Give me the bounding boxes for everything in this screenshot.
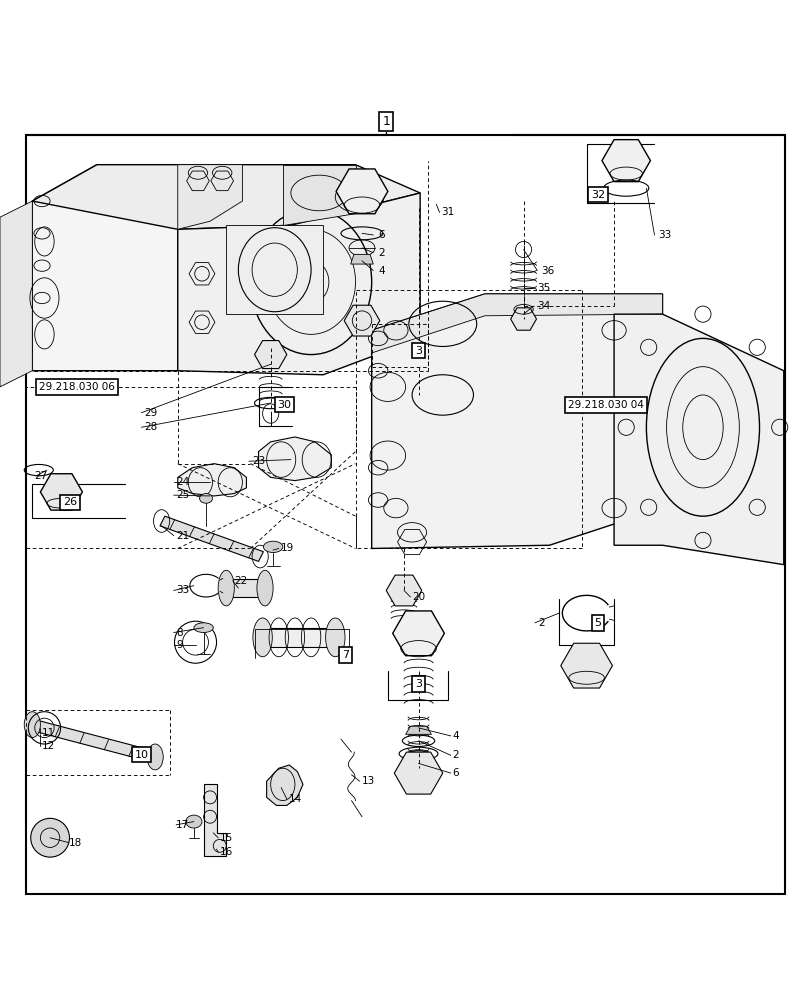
Polygon shape xyxy=(178,165,242,229)
Text: 4: 4 xyxy=(452,731,459,741)
Polygon shape xyxy=(386,575,422,606)
Ellipse shape xyxy=(200,494,213,503)
Text: 33: 33 xyxy=(659,230,671,240)
Polygon shape xyxy=(32,165,420,229)
Polygon shape xyxy=(204,784,226,856)
Polygon shape xyxy=(267,765,303,805)
Polygon shape xyxy=(351,254,373,264)
Polygon shape xyxy=(32,165,178,371)
Text: 16: 16 xyxy=(220,847,233,857)
Text: 7: 7 xyxy=(343,650,349,660)
Text: 12: 12 xyxy=(42,741,55,751)
Ellipse shape xyxy=(147,744,163,770)
Text: 5: 5 xyxy=(595,618,601,628)
Polygon shape xyxy=(259,437,331,481)
Polygon shape xyxy=(602,140,650,182)
Text: 20: 20 xyxy=(412,592,425,602)
Text: 8: 8 xyxy=(176,628,183,638)
Text: 4: 4 xyxy=(378,266,385,276)
Polygon shape xyxy=(40,474,82,510)
Polygon shape xyxy=(344,305,380,336)
Text: 31: 31 xyxy=(441,207,454,217)
Ellipse shape xyxy=(194,623,213,633)
Text: 17: 17 xyxy=(176,820,189,830)
Bar xyxy=(226,579,265,597)
Ellipse shape xyxy=(186,815,202,828)
Polygon shape xyxy=(178,193,420,375)
Polygon shape xyxy=(394,752,443,794)
Text: 32: 32 xyxy=(591,190,605,200)
Polygon shape xyxy=(561,643,612,688)
Text: 6: 6 xyxy=(378,230,385,240)
Text: 9: 9 xyxy=(176,640,183,650)
Text: 6: 6 xyxy=(452,768,459,778)
Text: 33: 33 xyxy=(176,585,189,595)
Text: 30: 30 xyxy=(277,400,292,410)
Text: 10: 10 xyxy=(134,750,149,760)
Polygon shape xyxy=(160,516,263,561)
Polygon shape xyxy=(336,169,388,214)
Polygon shape xyxy=(283,165,356,225)
Polygon shape xyxy=(255,341,287,369)
Text: 24: 24 xyxy=(176,477,189,487)
Ellipse shape xyxy=(218,570,234,606)
Ellipse shape xyxy=(253,618,272,657)
Text: 26: 26 xyxy=(63,497,78,507)
Text: 2: 2 xyxy=(452,750,459,760)
Polygon shape xyxy=(406,726,431,734)
Text: 28: 28 xyxy=(144,422,157,432)
Text: 29.218.030 06: 29.218.030 06 xyxy=(39,382,115,392)
Text: 19: 19 xyxy=(281,543,294,553)
Text: 2: 2 xyxy=(378,248,385,258)
Text: 34: 34 xyxy=(537,301,550,311)
Ellipse shape xyxy=(326,618,345,657)
Polygon shape xyxy=(31,720,158,763)
Ellipse shape xyxy=(24,712,40,738)
Text: 36: 36 xyxy=(541,266,554,276)
Text: 35: 35 xyxy=(537,283,550,293)
Text: 13: 13 xyxy=(362,776,375,786)
Bar xyxy=(263,628,335,647)
Polygon shape xyxy=(178,464,246,496)
Polygon shape xyxy=(614,314,784,565)
Polygon shape xyxy=(372,294,663,353)
Polygon shape xyxy=(372,294,663,548)
Ellipse shape xyxy=(263,541,283,553)
Text: 21: 21 xyxy=(176,531,189,541)
Polygon shape xyxy=(511,308,537,330)
Ellipse shape xyxy=(31,818,69,857)
Text: 25: 25 xyxy=(176,490,189,500)
Text: 27: 27 xyxy=(34,471,47,481)
Text: 18: 18 xyxy=(69,838,82,848)
Text: 29.218.030 04: 29.218.030 04 xyxy=(568,400,644,410)
Text: 3: 3 xyxy=(415,679,422,689)
Text: 11: 11 xyxy=(42,728,55,738)
Polygon shape xyxy=(0,201,32,387)
Text: 15: 15 xyxy=(220,833,233,843)
Ellipse shape xyxy=(257,570,273,606)
Polygon shape xyxy=(393,611,444,656)
Text: 14: 14 xyxy=(289,794,302,804)
Text: 3: 3 xyxy=(415,346,422,356)
Text: 29: 29 xyxy=(144,408,157,418)
Polygon shape xyxy=(226,225,323,314)
Text: 22: 22 xyxy=(234,576,247,586)
Text: 2: 2 xyxy=(538,618,545,628)
Text: 1: 1 xyxy=(382,115,390,128)
Text: 23: 23 xyxy=(252,456,265,466)
